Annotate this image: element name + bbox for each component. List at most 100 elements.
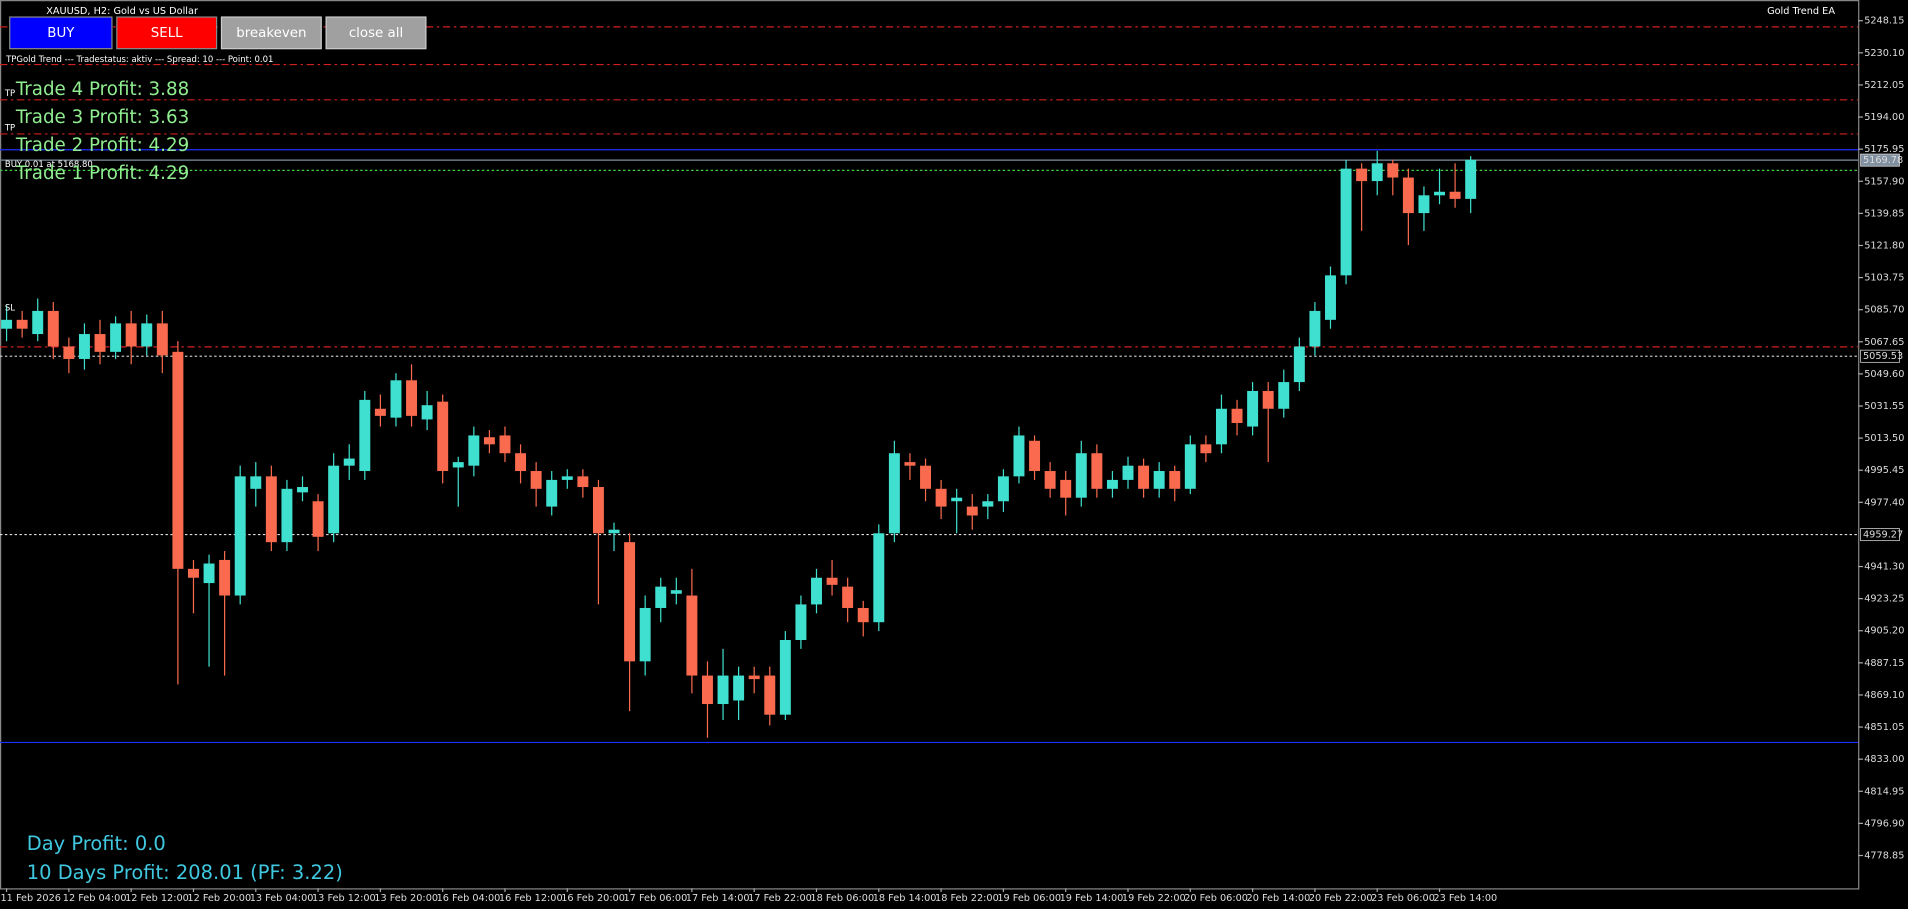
candle-body — [499, 435, 511, 454]
candle-body — [1122, 465, 1134, 480]
x-tick-label: 16 Feb 20:00 — [561, 893, 625, 904]
candle-body — [1184, 444, 1196, 489]
y-tick-label: 5067.65 — [1864, 337, 1904, 348]
y-tick-label: 5139.85 — [1864, 208, 1904, 219]
candle-body — [1153, 471, 1165, 489]
trade-profit: Trade 3 Profit: 3.63 — [15, 107, 189, 128]
candle-body — [328, 465, 340, 534]
y-tick-label: 5175.95 — [1864, 144, 1904, 155]
candle-body — [1091, 453, 1103, 489]
candle-body — [1200, 444, 1212, 454]
candle-body — [764, 675, 776, 715]
ea-name: Gold Trend EA — [1767, 6, 1835, 17]
candle-body — [1371, 163, 1383, 182]
x-tick-label: 12 Feb 20:00 — [187, 893, 251, 904]
candle-body — [141, 323, 153, 347]
candle-body — [297, 487, 308, 493]
button-label[interactable]: BUY — [47, 26, 75, 41]
breakeven-button[interactable]: breakeven — [220, 16, 322, 50]
y-tick-label: 4778.85 — [1864, 850, 1904, 861]
candle-body — [577, 476, 589, 488]
chart-title: XAUUSD, H2: Gold vs US Dollar — [46, 6, 198, 17]
button-label[interactable]: close all — [349, 26, 403, 41]
x-tick-label: 12 Feb 04:00 — [63, 893, 127, 904]
candle-body — [32, 310, 44, 335]
candle-body — [795, 604, 807, 640]
candle-body — [982, 501, 994, 507]
candle-body — [265, 476, 277, 543]
candle-body — [110, 323, 122, 352]
y-tick-label: 5049.60 — [1864, 369, 1904, 380]
close-all-button[interactable]: close all — [325, 16, 427, 50]
trade-profit: Trade 2 Profit: 4.29 — [15, 135, 189, 156]
x-tick-label: 18 Feb 22:00 — [935, 893, 999, 904]
ten-days-profit: 10 Days Profit: 208.01 (PF: 3.22) — [27, 861, 343, 884]
candle-body — [1340, 168, 1352, 276]
candle-body — [421, 405, 433, 420]
x-tick-label: 20 Feb 22:00 — [1309, 893, 1373, 904]
candle-body — [47, 310, 59, 347]
candle-body — [1, 319, 13, 329]
candle-body — [63, 346, 75, 359]
candle-body — [701, 675, 713, 705]
y-tick-label: 5085.70 — [1864, 305, 1904, 316]
candle-body — [748, 675, 760, 680]
x-tick-label: 13 Feb 12:00 — [312, 893, 376, 904]
candle-body — [966, 506, 978, 516]
price-marker-label: 5169.78 — [1863, 155, 1903, 166]
candle-body — [561, 476, 573, 480]
y-tick-label: 5212.05 — [1864, 80, 1904, 91]
x-tick-label: 16 Feb 12:00 — [499, 893, 563, 904]
candle-body — [250, 476, 262, 489]
price-marker — [1860, 528, 1900, 542]
candle-body — [888, 453, 900, 534]
y-tick-label: 4796.90 — [1864, 818, 1904, 829]
y-tick-label: 5194.00 — [1864, 112, 1904, 123]
candle-body — [857, 607, 869, 623]
candle-body — [904, 462, 916, 466]
x-tick-label: 17 Feb 22:00 — [748, 893, 812, 904]
y-tick-label: 4869.10 — [1864, 690, 1904, 701]
candle-body — [172, 351, 184, 569]
candle-body — [203, 563, 215, 584]
candle-body — [437, 401, 449, 472]
candle-body — [1402, 177, 1414, 214]
candle-body — [1247, 390, 1259, 427]
candle-body — [1106, 479, 1118, 489]
y-tick-label: 4923.25 — [1864, 594, 1904, 605]
candle-body — [826, 577, 838, 585]
x-tick-label: 20 Feb 06:00 — [1184, 893, 1248, 904]
trade-profit: Trade 4 Profit: 3.88 — [15, 79, 189, 100]
y-tick-label: 5157.90 — [1864, 176, 1904, 187]
candle-body — [639, 607, 651, 662]
candle-body — [655, 586, 667, 608]
buy-button[interactable]: BUY — [9, 16, 113, 50]
candle-body — [125, 323, 137, 347]
button-label[interactable]: breakeven — [236, 26, 306, 41]
y-tick-label: 4887.15 — [1864, 658, 1904, 669]
button-label[interactable]: SELL — [151, 26, 183, 41]
candle-body — [78, 334, 90, 359]
x-tick-label: 19 Feb 14:00 — [1060, 893, 1124, 904]
candle-body — [1434, 191, 1445, 196]
x-tick-label: 19 Feb 22:00 — [1122, 893, 1186, 904]
candle-body — [515, 453, 527, 472]
y-tick-label: 4995.45 — [1864, 465, 1904, 476]
candle-body — [608, 529, 620, 534]
candle-body — [811, 577, 822, 605]
x-tick-label: 17 Feb 14:00 — [686, 893, 750, 904]
candle-body — [1013, 435, 1025, 477]
candle-body — [452, 462, 464, 468]
y-tick-label: 4977.40 — [1864, 497, 1904, 508]
candle-body — [374, 408, 386, 416]
status-text: TPGold Trend --- Tradestatus: aktiv --- … — [5, 55, 273, 65]
candle-body — [546, 479, 558, 507]
price-marker — [1860, 349, 1900, 363]
candle-body — [1138, 465, 1150, 489]
tp-label: TP — [4, 123, 15, 133]
sell-button[interactable]: SELL — [116, 16, 218, 50]
candle-body — [842, 586, 854, 608]
plot-frame — [0, 0, 1860, 890]
plot: 5248.15 5230.10 5212.05 5194.00 5175.95 5157.… — [0, 16, 1904, 904]
